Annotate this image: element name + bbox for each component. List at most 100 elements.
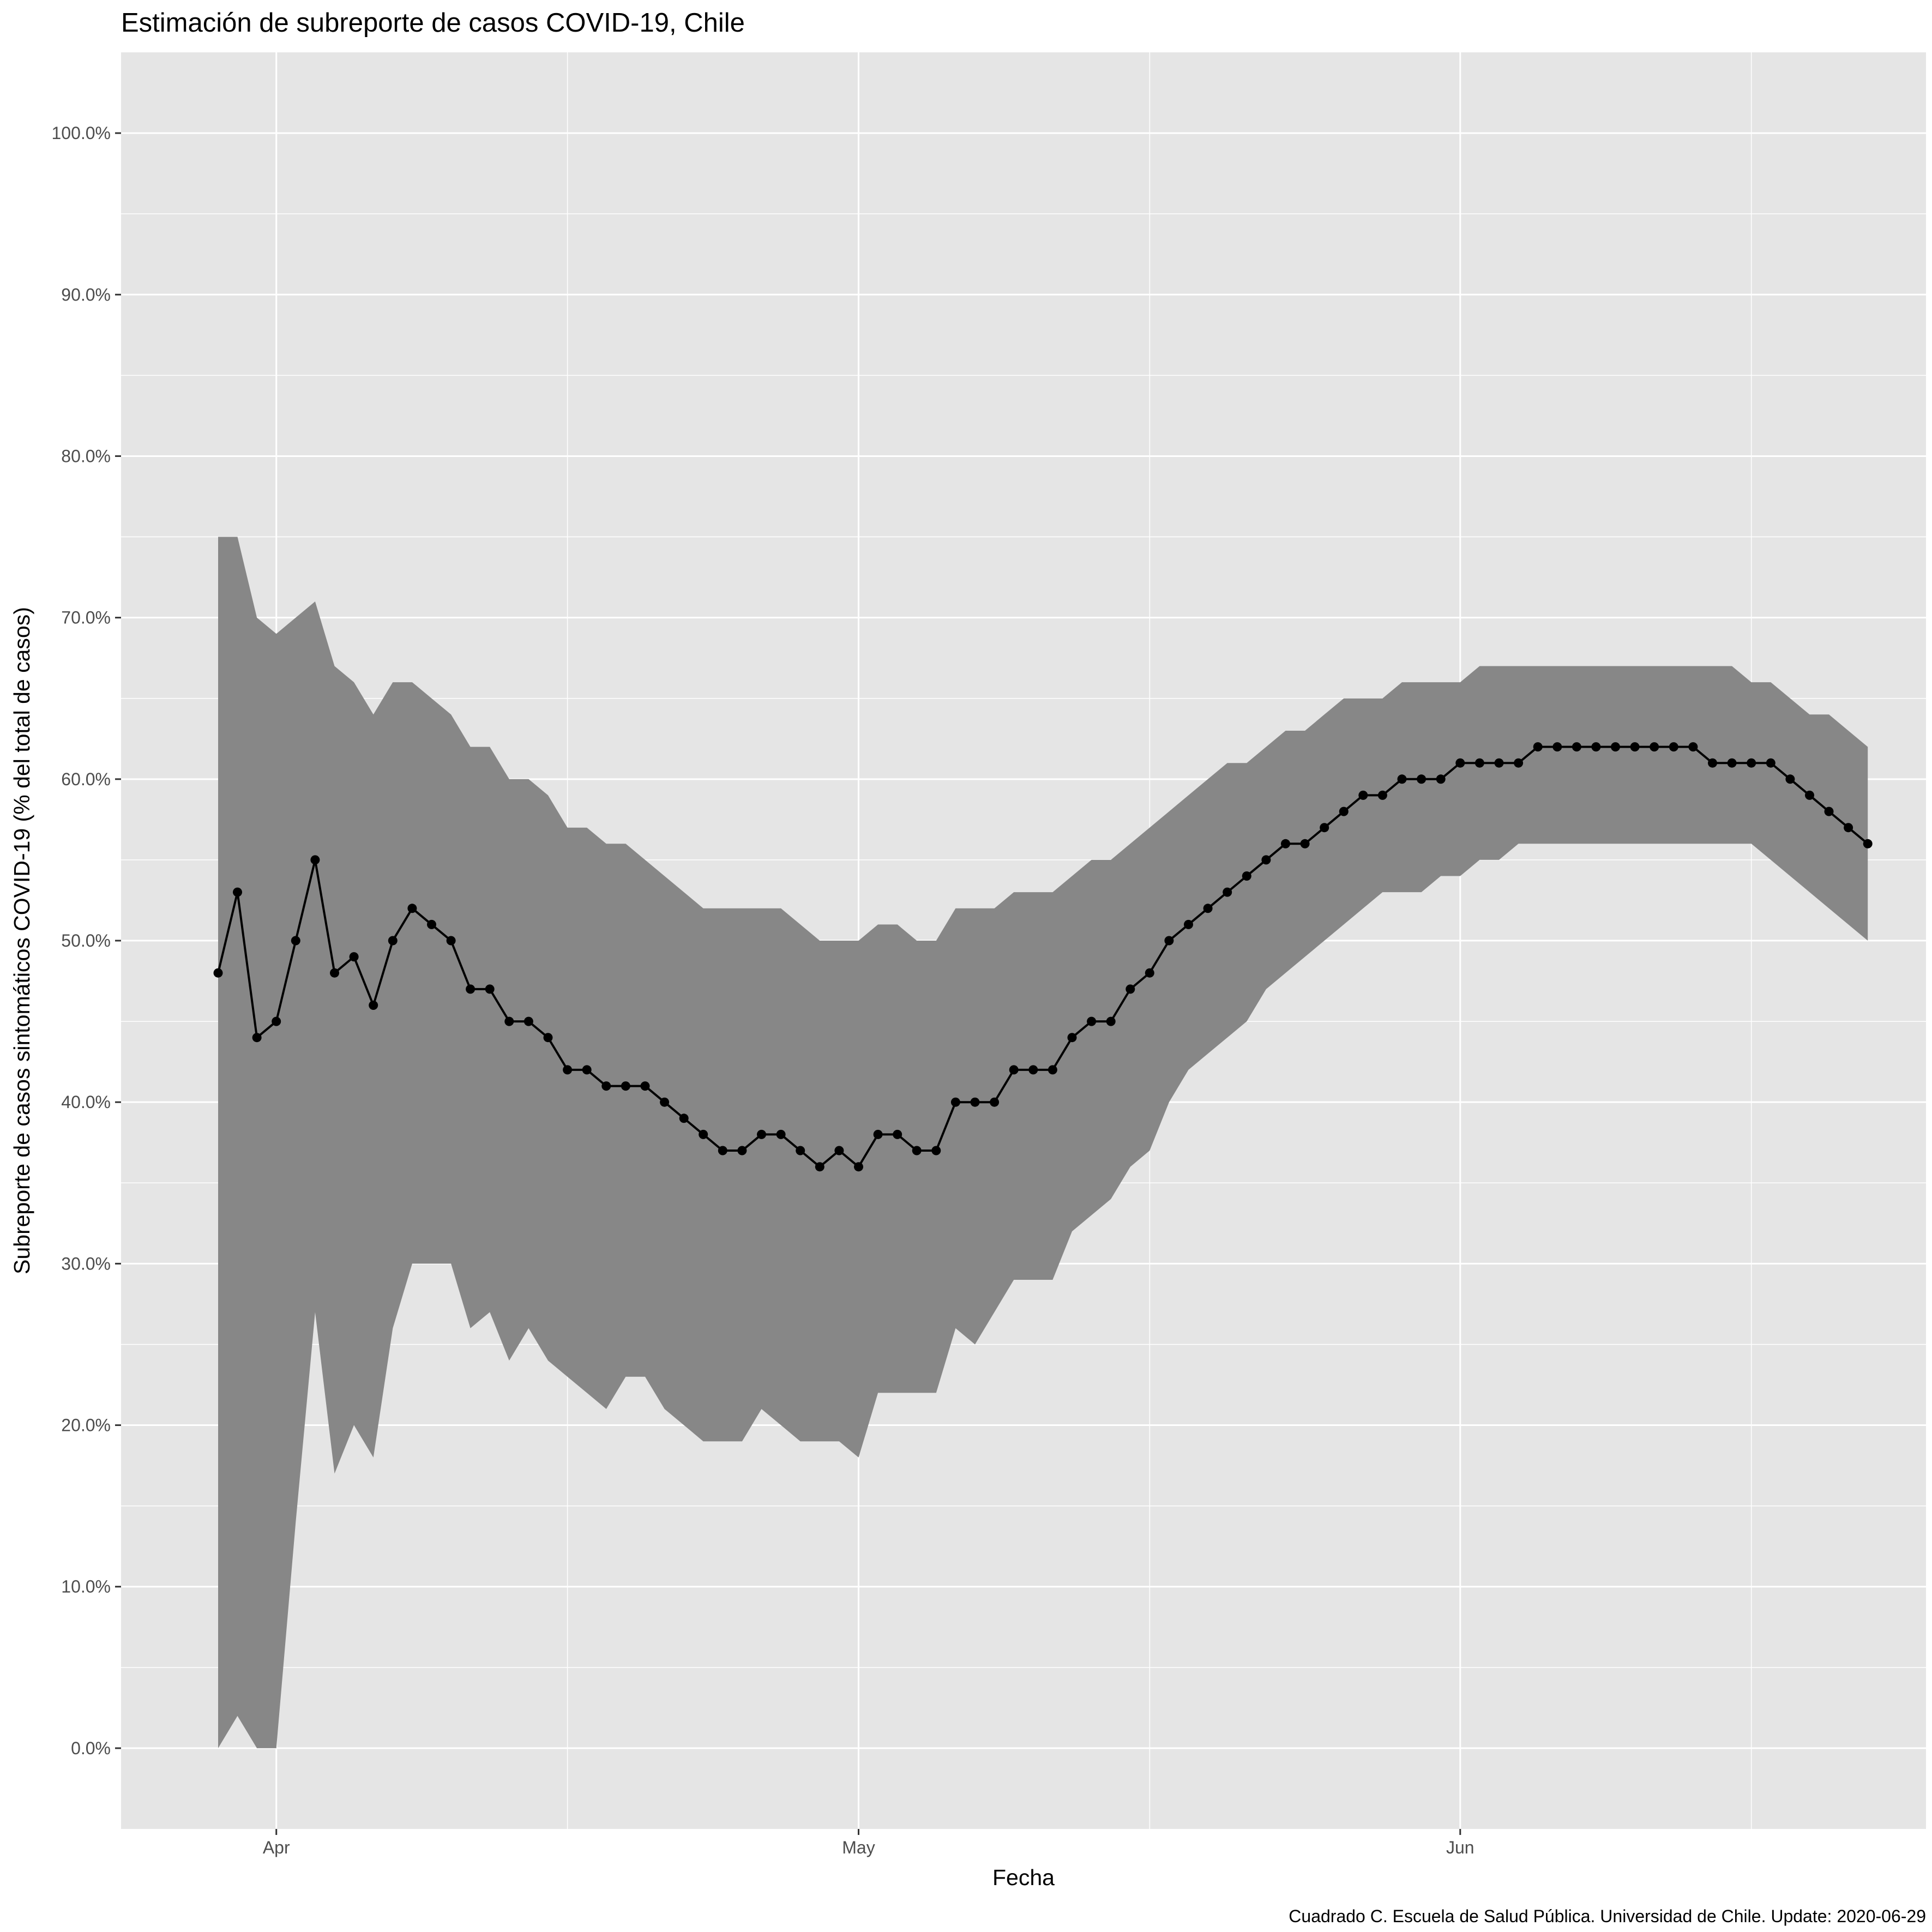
data-point [446, 936, 456, 946]
x-axis-title: Fecha [992, 1865, 1055, 1890]
data-point [388, 936, 398, 946]
data-point [1281, 839, 1290, 848]
data-point [1358, 790, 1368, 800]
y-tick-label: 50.0% [61, 931, 111, 950]
data-point [310, 855, 320, 865]
data-point [1552, 742, 1562, 752]
data-point [1727, 758, 1737, 768]
data-point [815, 1162, 824, 1172]
x-tick-label: Apr [263, 1838, 290, 1857]
data-point [1572, 742, 1581, 752]
data-point [1048, 1065, 1057, 1075]
data-point [912, 1146, 922, 1155]
data-point [349, 952, 359, 962]
data-point [543, 1033, 553, 1043]
data-point [1494, 758, 1504, 768]
data-point [1591, 742, 1601, 752]
data-point [291, 936, 300, 946]
y-tick-label: 40.0% [61, 1092, 111, 1112]
x-tick-label: Jun [1446, 1838, 1474, 1857]
data-point [1009, 1065, 1019, 1075]
x-tick-label: May [842, 1838, 875, 1857]
data-point [1669, 742, 1678, 752]
data-point [854, 1162, 863, 1172]
data-point [1087, 1016, 1097, 1026]
data-point [1436, 774, 1446, 784]
data-point [1630, 742, 1640, 752]
data-point [1028, 1065, 1038, 1075]
data-point [563, 1065, 573, 1075]
data-point [990, 1097, 1000, 1107]
data-point [1455, 758, 1465, 768]
y-tick-label: 10.0% [61, 1577, 111, 1597]
y-tick-label: 70.0% [61, 608, 111, 628]
estimate-points [213, 742, 1873, 1172]
data-point [1184, 919, 1193, 929]
data-point [931, 1146, 941, 1155]
y-tick-label: 0.0% [71, 1738, 111, 1758]
data-point [1766, 758, 1775, 768]
y-axis: 0.0% 10.0% 20.0% 30.0% 40.0% 50.0% 60.0% 70.0% 8… [51, 123, 121, 1758]
data-point [1145, 968, 1154, 978]
x-axis: Apr May Jun [263, 1829, 1474, 1857]
data-point [485, 984, 495, 994]
data-point [233, 887, 242, 897]
y-tick-label: 20.0% [61, 1416, 111, 1435]
confidence-ribbon [218, 537, 1868, 1748]
data-point [1533, 742, 1543, 752]
data-point [1339, 806, 1349, 816]
data-point [970, 1097, 980, 1107]
y-tick-label: 80.0% [61, 446, 111, 466]
data-point [1126, 984, 1135, 994]
y-tick-label: 90.0% [61, 285, 111, 304]
data-point [950, 1097, 960, 1107]
data-point [1417, 774, 1427, 784]
data-point [1747, 758, 1756, 768]
y-axis-title: Subreporte de casos sintomáticos COVID-1… [9, 607, 34, 1274]
data-point [601, 1081, 611, 1091]
chart-title: Estimación de subreporte de casos COVID-… [121, 8, 745, 38]
data-point [1377, 790, 1387, 800]
data-point [1474, 758, 1484, 768]
data-point [621, 1081, 630, 1091]
data-point [1785, 774, 1795, 784]
data-point [757, 1129, 766, 1139]
data-point [1863, 839, 1873, 848]
data-point [679, 1114, 689, 1123]
data-point [1844, 823, 1853, 833]
data-point [252, 1033, 262, 1043]
data-point [407, 904, 417, 913]
data-point [582, 1065, 592, 1075]
data-point [1300, 839, 1310, 848]
data-point [213, 968, 223, 978]
data-point [660, 1097, 670, 1107]
data-point [1261, 855, 1271, 865]
data-point [893, 1129, 902, 1139]
data-point [1106, 1016, 1116, 1026]
data-point [369, 1001, 378, 1010]
data-point [1223, 887, 1232, 897]
data-point [1805, 790, 1814, 800]
data-point [427, 919, 436, 929]
data-point [330, 968, 339, 978]
chart-caption: Cuadrado C. Escuela de Salud Pública. Un… [1289, 1906, 1926, 1926]
data-point [466, 984, 476, 994]
data-point [873, 1129, 883, 1139]
data-point [1688, 742, 1698, 752]
data-point [1067, 1033, 1077, 1043]
data-point [834, 1146, 844, 1155]
data-point [1242, 871, 1251, 881]
data-point [1824, 806, 1834, 816]
data-point [1650, 742, 1659, 752]
data-point [272, 1016, 281, 1026]
data-point [1320, 823, 1329, 833]
data-point [718, 1146, 727, 1155]
data-point [523, 1016, 533, 1026]
data-point [1708, 758, 1717, 768]
data-point [1514, 758, 1524, 768]
data-point [1397, 774, 1407, 784]
data-point [776, 1129, 786, 1139]
data-point [504, 1016, 514, 1026]
data-point [699, 1129, 708, 1139]
